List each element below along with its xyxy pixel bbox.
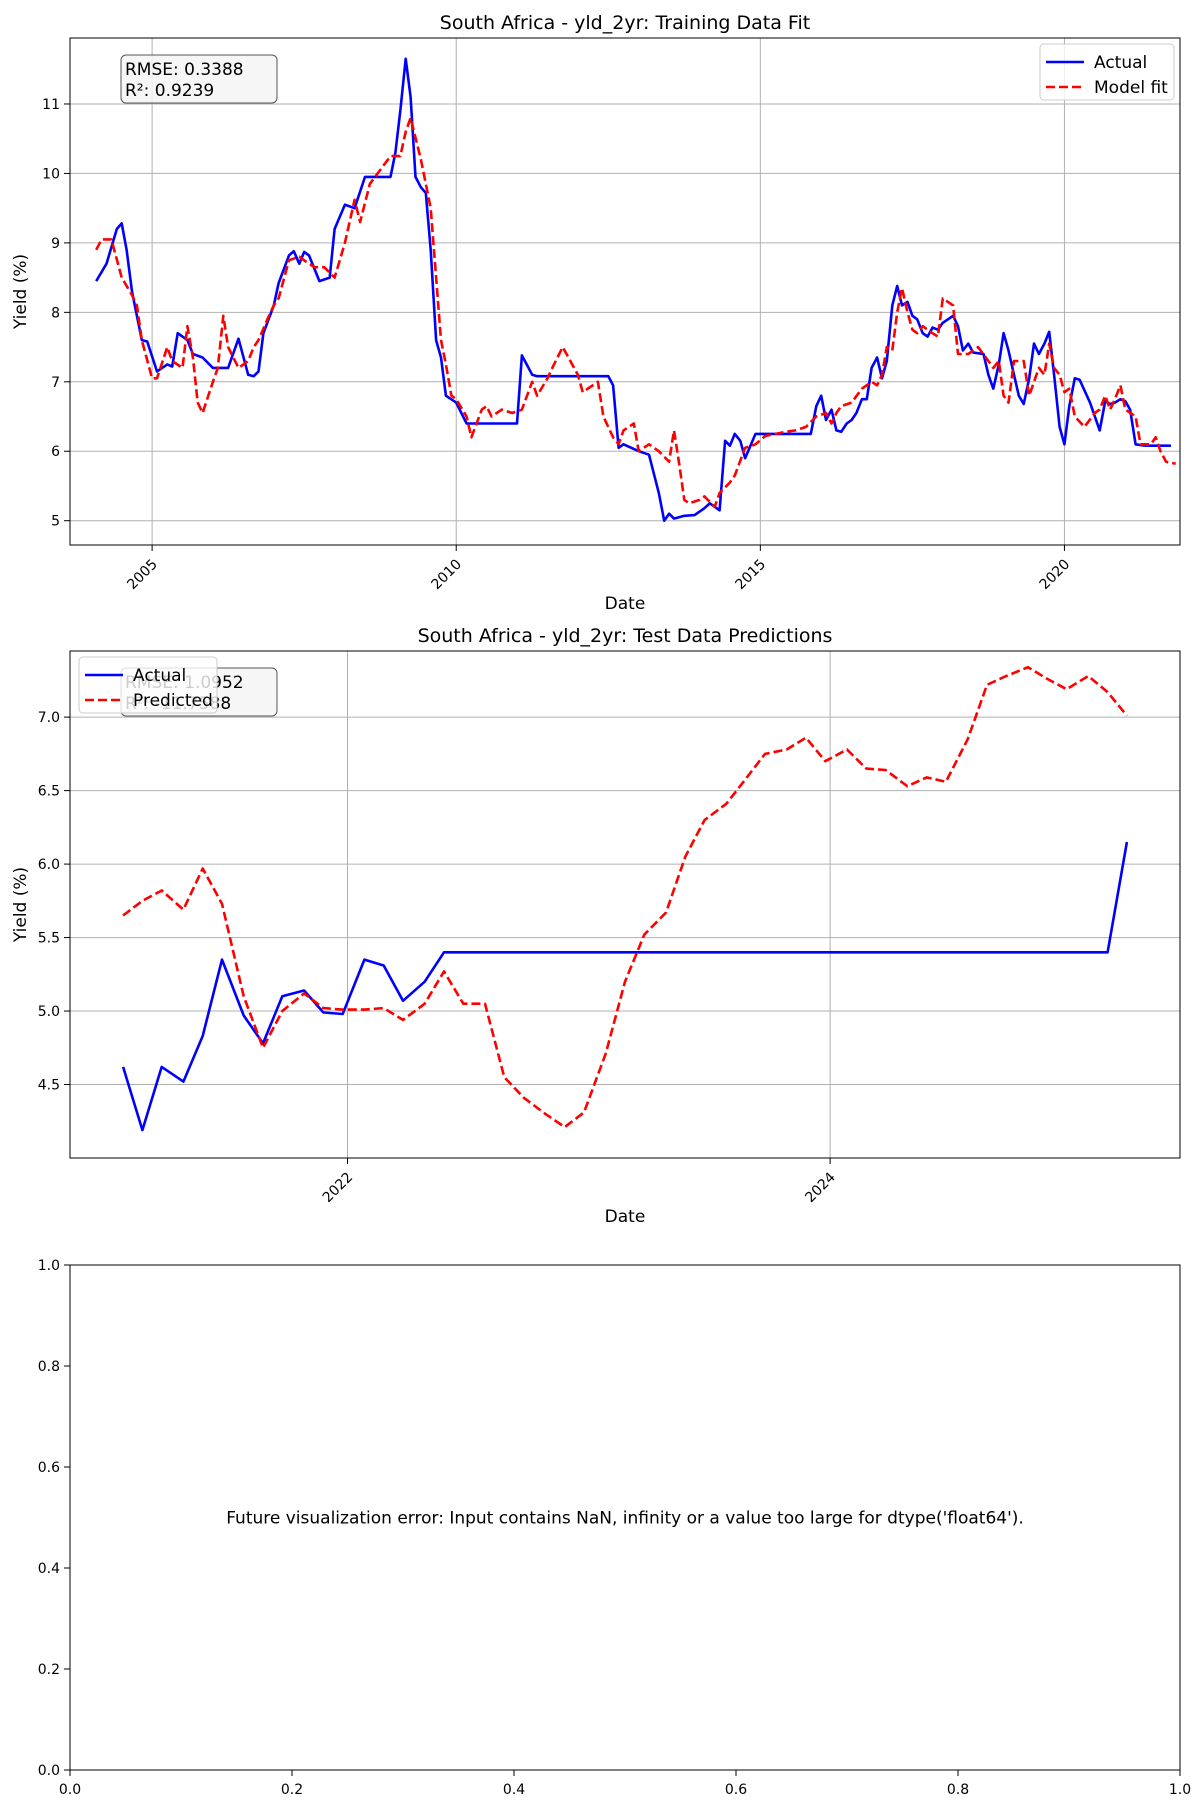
y-tick-label: 5 — [51, 514, 60, 530]
x-tick-label: 2022 — [320, 1169, 357, 1206]
y-tick-label: 0.2 — [38, 1662, 60, 1678]
y-axis-label: Yield (%) — [11, 867, 31, 943]
series-line-actual — [121, 841, 1129, 1132]
y-tick-label: 5.5 — [38, 931, 60, 947]
x-tick-label: 0.4 — [503, 1782, 525, 1798]
stats-box — [120, 54, 278, 104]
legend-label: Predicted — [133, 691, 213, 711]
y-tick-label: 6 — [51, 444, 60, 460]
x-tick-label: 2015 — [733, 556, 770, 593]
y-tick-label: 9 — [51, 236, 60, 252]
x-tick-label: 2010 — [428, 556, 465, 593]
x-tick-label: 0.8 — [947, 1782, 969, 1798]
x-tick-label: 2020 — [1037, 556, 1074, 593]
y-tick-label: 6.5 — [38, 784, 60, 800]
series-line-predicted — [122, 665, 1128, 1129]
chart-title: South Africa - yld_2yr: Training Data Fi… — [440, 12, 810, 34]
axes-frame — [69, 37, 1181, 546]
y-tick-label: 6.0 — [38, 857, 60, 873]
error-message: Future visualization error: Input contai… — [226, 1509, 1024, 1529]
y-tick-label: 7 — [51, 375, 60, 391]
x-tick-label: 0.6 — [725, 1782, 747, 1798]
y-tick-label: 0.4 — [38, 1561, 60, 1577]
x-tick-label: 2005 — [124, 556, 161, 593]
y-tick-label: 7.0 — [38, 710, 60, 726]
y-axis-label: Yield (%) — [11, 254, 31, 330]
legend-label: Actual — [133, 666, 186, 686]
y-tick-label: 0.8 — [38, 1359, 60, 1375]
legend-label: Model fit — [1094, 78, 1168, 98]
y-tick-label: 5.0 — [38, 1004, 60, 1020]
y-tick-label: 0.6 — [38, 1460, 60, 1476]
y-tick-label: 10 — [42, 166, 60, 182]
y-tick-label: 1.0 — [38, 1258, 60, 1274]
chart-title: South Africa - yld_2yr: Test Data Predic… — [418, 625, 833, 647]
x-axis-label: Date — [605, 594, 646, 614]
series-line-actual — [95, 57, 1171, 522]
x-axis-label: Date — [605, 1207, 646, 1227]
chart-1: 2022 2024 4.5 5.0 5.5 6.0 6.5 7.0 South Africa -… — [11, 625, 1181, 1227]
legend-label: Actual — [1094, 53, 1147, 73]
axes-frame — [69, 650, 1181, 1159]
chart-0: 2005 2010 2015 2020 5 6 7 8 9 10 11 South Africa - … — [11, 12, 1181, 614]
stats-text: RMSE: 0.3388 — [125, 60, 244, 80]
y-tick-label: 0.0 — [38, 1763, 60, 1779]
y-tick-label: 11 — [42, 97, 60, 113]
y-tick-label: 4.5 — [38, 1078, 60, 1094]
chart-2: 0.0 0.2 0.4 0.6 0.8 1.0 0.0 0.2 0.4 0.6 0.8 1.0 Futu… — [38, 1258, 1191, 1798]
y-tick-label: 8 — [51, 305, 60, 321]
x-tick-label: 2024 — [802, 1169, 839, 1206]
x-tick-label: 0.0 — [59, 1782, 81, 1798]
x-tick-label: 0.2 — [281, 1782, 303, 1798]
stats-text: R²: 0.9239 — [125, 81, 214, 101]
x-tick-label: 1.0 — [1169, 1782, 1191, 1798]
axes-frame — [69, 1264, 1181, 1771]
